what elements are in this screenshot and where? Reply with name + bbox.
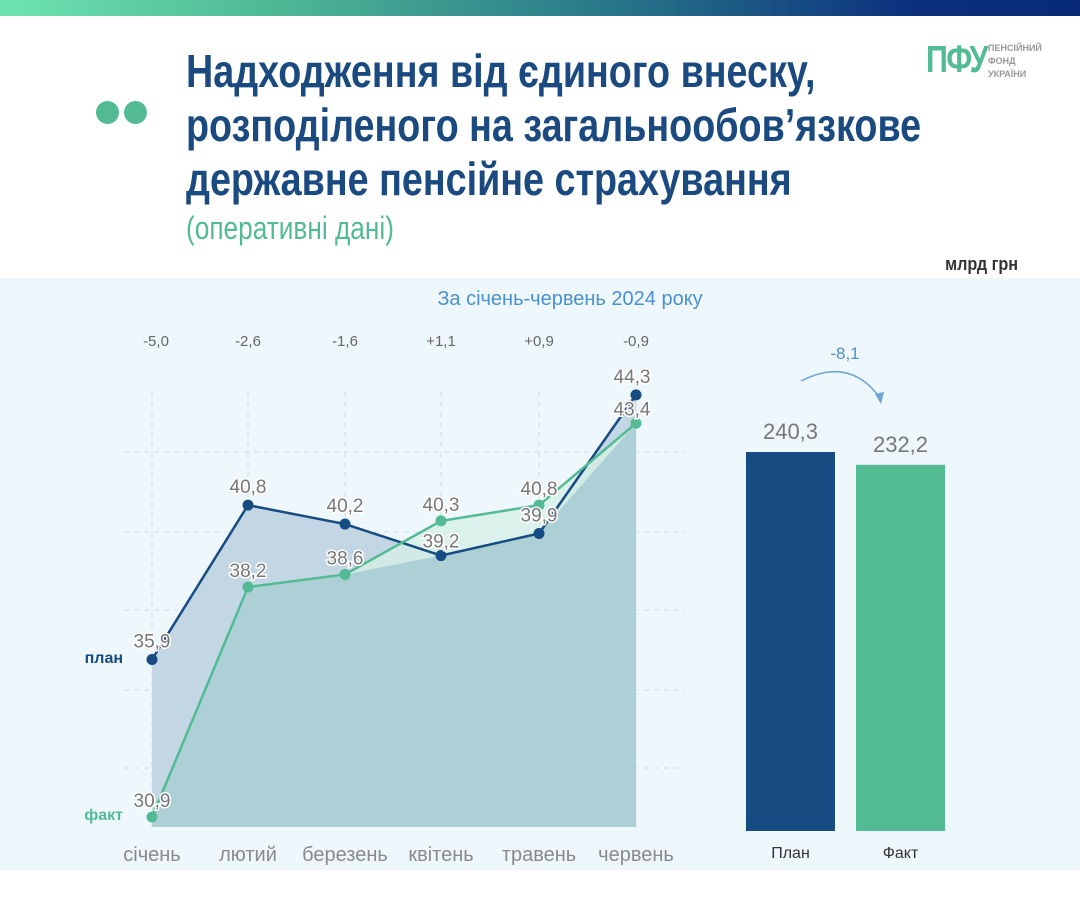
difference-label: +0,9	[524, 333, 554, 350]
legend-fact: факт	[84, 807, 123, 824]
difference-label: -1,6	[332, 333, 358, 350]
plan-value-label: 40,2	[327, 496, 364, 517]
difference-label: -2,6	[235, 333, 261, 350]
fact-value-label: 40,3	[423, 495, 460, 516]
x-tick-label: травень	[502, 844, 576, 866]
x-tick-label: лютий	[219, 844, 277, 866]
plan-point	[146, 654, 158, 665]
plan-point	[435, 550, 447, 562]
fact-value-label: 40,8	[521, 479, 558, 500]
plan-point	[630, 389, 642, 401]
x-tick-label: січень	[123, 844, 180, 866]
overlap-area	[152, 423, 636, 827]
fact-value-label: 43,4	[614, 399, 651, 420]
fact-point	[146, 811, 158, 823]
bar-fact	[856, 464, 945, 831]
decorative-dots	[96, 101, 152, 129]
arrow-curve	[800, 370, 881, 399]
plan-value-label: 39,9	[521, 506, 558, 527]
plan-point	[533, 528, 545, 539]
title-line: державне пенсійне страхування	[186, 153, 792, 205]
x-tick-label: червень	[598, 844, 674, 866]
fact-point	[242, 581, 254, 593]
bar-value-label: 232,2	[873, 432, 928, 457]
bar-category-label: План	[771, 845, 810, 862]
fact-point	[533, 499, 545, 511]
arrow-head-icon	[875, 392, 884, 404]
difference-label: -5,0	[143, 333, 169, 350]
fact-value-label: 38,2	[230, 561, 267, 582]
bar-plan	[746, 452, 835, 831]
plan-point	[339, 518, 351, 530]
bar-difference-label: -8,1	[830, 344, 859, 363]
bar-value-label: 240,3	[763, 419, 818, 444]
fact-value-label: 30,9	[134, 791, 171, 812]
fact-point	[435, 515, 447, 527]
legend-plan: план	[85, 650, 123, 667]
x-tick-label: квітень	[408, 844, 473, 866]
difference-label: -0,9	[623, 333, 649, 350]
fact-point	[630, 417, 642, 429]
plan-value-label: 40,8	[230, 477, 267, 498]
logo-text: ПЕНСІЙНИЙ ФОНД УКРАЇНИ	[988, 43, 1042, 79]
plan-line	[150, 394, 638, 661]
plan-value-label: 35,9	[134, 632, 171, 653]
plan-value-label: 39,2	[423, 532, 460, 553]
fact-line	[150, 422, 637, 818]
title-line: розподіленого на загальнообов’язкове	[186, 99, 922, 151]
pfu-logo: ПФУ ПЕНСІЙНИЙ ФОНД УКРАЇНИ	[926, 40, 1042, 81]
fact-value-label: 38,6	[327, 548, 364, 569]
bar-category-label: Факт	[883, 845, 919, 862]
plan-point	[242, 499, 254, 511]
x-tick-label: березень	[302, 844, 388, 866]
difference-label: +1,1	[426, 333, 456, 350]
unit-label: млрд грн	[945, 254, 1018, 274]
subtitle: (оперативні дані)	[186, 210, 394, 246]
page-title: Надходження від єдиного внеску, розподіл…	[186, 44, 924, 206]
chart-title: За січень-червень 2024 року	[437, 288, 703, 310]
plan-value-label: 44,3	[614, 367, 651, 388]
fact-point	[339, 568, 351, 580]
title-line: Надходження від єдиного внеску,	[186, 45, 816, 97]
top-gradient-bar	[0, 0, 1080, 16]
